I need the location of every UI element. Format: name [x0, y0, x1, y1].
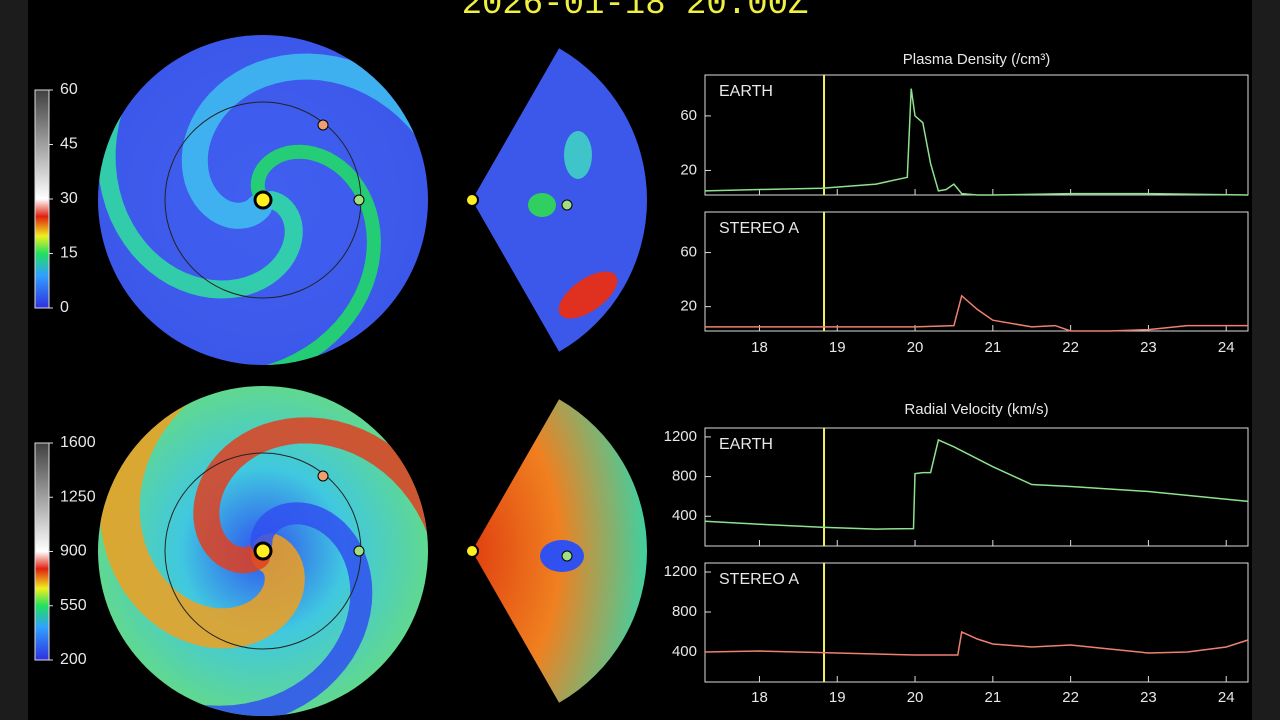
y-tick-label: 1200 [664, 428, 697, 445]
y-tick-label: 60 [680, 244, 697, 261]
x-tick-label: 23 [1140, 689, 1157, 706]
panel-frame [704, 562, 1249, 683]
y-tick-label: 800 [672, 468, 697, 485]
x-tick-label: 18 [751, 339, 768, 356]
timestamp: 2026-01-18 20:00Z [462, 0, 809, 24]
y-tick-label: 20 [680, 161, 697, 178]
colorbar-tick-label: 900 [60, 543, 87, 560]
panel-frame [704, 427, 1249, 547]
colorbar-tick-label: 200 [60, 651, 87, 668]
panel-label: STEREO A [719, 571, 799, 588]
planet [317, 119, 329, 131]
chart-title: Radial Velocity (km/s) [904, 401, 1048, 418]
y-tick-label: 400 [672, 643, 697, 660]
sun [465, 193, 479, 207]
y-tick-label: 20 [680, 298, 697, 315]
wedge-feature [528, 193, 556, 217]
x-tick-label: 24 [1218, 689, 1235, 706]
colorbar-tick-label: 550 [60, 597, 87, 614]
planet [353, 545, 365, 557]
colorbar-tick-label: 30 [60, 190, 78, 207]
colorbar-tick-label: 45 [60, 136, 78, 153]
x-tick-label: 22 [1062, 339, 1079, 356]
data-line [705, 294, 1248, 332]
data-line [704, 438, 1249, 530]
x-tick-label: 24 [1218, 339, 1235, 356]
x-tick-label: 19 [829, 689, 846, 706]
planet [561, 199, 573, 211]
colorbar-tick-label: 0 [60, 299, 69, 316]
panel-label: EARTH [719, 436, 773, 453]
x-tick-label: 20 [907, 689, 924, 706]
y-tick-label: 1200 [664, 563, 697, 580]
planet [561, 550, 573, 562]
colorbar [34, 442, 50, 661]
model-images [98, 35, 648, 716]
colorbar-tick-label: 60 [60, 81, 78, 98]
data-line [704, 630, 1249, 656]
x-tick-label: 19 [829, 339, 846, 356]
data-line [704, 88, 1249, 196]
x-tick-label: 21 [984, 339, 1001, 356]
y-tick-label: 400 [672, 507, 697, 524]
wedge-feature [564, 131, 592, 179]
panel-frame [704, 74, 1249, 196]
panel-label: STEREO A [719, 220, 799, 237]
panel-label: EARTH [719, 83, 773, 100]
y-tick-label: 800 [672, 603, 697, 620]
x-tick-label: 21 [984, 689, 1001, 706]
side-band [0, 0, 28, 720]
sun [253, 541, 273, 561]
x-tick-label: 22 [1062, 689, 1079, 706]
wedge-feature [558, 271, 618, 319]
planet [353, 194, 365, 206]
colorbar-tick-label: 1250 [60, 488, 96, 505]
x-tick-label: 23 [1140, 339, 1157, 356]
sun [253, 190, 273, 210]
colorbar-tick-label: 15 [60, 245, 78, 262]
x-tick-label: 18 [751, 689, 768, 706]
planet [317, 470, 329, 482]
sun [465, 544, 479, 558]
colorbar [34, 89, 50, 309]
colorbar-tick-label: 1600 [60, 434, 96, 451]
panel-frame [704, 211, 1249, 332]
chart-title: Plasma Density (/cm³) [903, 51, 1051, 68]
side-band [1252, 0, 1280, 720]
y-tick-label: 60 [680, 107, 697, 124]
x-tick-label: 20 [907, 339, 924, 356]
